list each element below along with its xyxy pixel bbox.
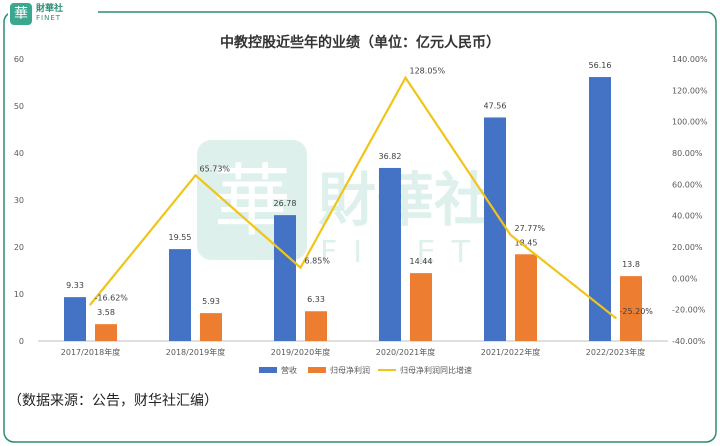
legend-label: 归母净利润同比增速 <box>400 365 472 375</box>
right-tick-label: 140.00% <box>672 55 708 64</box>
revenue-bar <box>379 167 401 341</box>
category-label: 2022/2023年度 <box>586 347 645 357</box>
revenue-bar <box>64 297 86 341</box>
bar-series: 9.33 3.58 19.55 5.93 26.78 6.33 36.82 14.44 47.5… <box>64 61 642 341</box>
growth-data-label: -16.62% <box>95 293 129 302</box>
watermark-name-cn: 財華社 <box>318 166 492 234</box>
profit-bar <box>410 273 432 341</box>
revenue-bar <box>169 249 191 341</box>
category-axis: 2017/2018年度 2018/2019年度 2019/2020年度 2020/20… <box>61 347 645 357</box>
right-tick-label: 120.00% <box>672 86 708 95</box>
revenue-bar <box>589 77 611 341</box>
brand-badge-icon: 華 <box>10 3 32 25</box>
right-tick-label: 40.00% <box>672 212 703 221</box>
profit-data-label: 18.45 <box>515 238 538 247</box>
profit-data-label: 5.93 <box>202 297 220 306</box>
legend-label: 归母净利润 <box>330 365 370 375</box>
frame-border <box>3 11 717 443</box>
growth-point <box>404 76 407 79</box>
right-tick-label: 0.00% <box>672 274 698 283</box>
left-tick-label: 60 <box>14 55 24 64</box>
right-tick-label: 100.00% <box>672 118 708 127</box>
revenue-bar <box>484 117 506 341</box>
right-tick-label: 20.00% <box>672 243 703 252</box>
growth-data-label: 27.77% <box>515 224 546 233</box>
legend-swatch <box>259 367 277 373</box>
brand-name-cn: 財華社 <box>36 4 64 14</box>
profit-data-label: 6.33 <box>307 295 325 304</box>
profit-bar <box>515 254 537 341</box>
category-label: 2020/2021年度 <box>376 347 435 357</box>
left-axis: 0 10 20 30 40 50 60 <box>14 55 24 346</box>
profit-bar <box>305 311 327 341</box>
profit-bar <box>620 276 642 341</box>
left-tick-label: 50 <box>14 102 24 111</box>
brand-logo: 華 財華社 FINET <box>10 2 63 26</box>
revenue-data-label: 19.55 <box>169 233 192 242</box>
right-tick-label: 60.00% <box>672 180 703 189</box>
right-axis: -40.00% -20.00% 0.00% 20.00% 40.00% 60.00% 80.… <box>672 55 708 346</box>
growth-line <box>89 75 617 319</box>
profit-data-label: 14.44 <box>410 257 433 266</box>
watermark-name-en: FINET <box>320 235 486 270</box>
profit-data-label: 13.8 <box>622 260 640 269</box>
profit-bar <box>200 313 222 341</box>
chart-title: 中教控股近些年的业绩（单位：亿元人民币） <box>220 34 500 51</box>
left-tick-label: 30 <box>14 196 24 205</box>
left-tick-label: 20 <box>14 243 24 252</box>
growth-point <box>299 266 302 269</box>
revenue-data-label: 36.82 <box>379 152 402 161</box>
revenue-data-label: 47.56 <box>484 101 507 110</box>
growth-data-label: 6.85% <box>305 257 331 266</box>
brand-name-en: FINET <box>36 14 62 22</box>
category-label: 2018/2019年度 <box>166 347 225 357</box>
left-tick-label: 0 <box>19 337 24 346</box>
revenue-data-label: 56.16 <box>589 61 612 70</box>
growth-point <box>89 303 92 306</box>
legend: 营收 归母净利润 归母净利润同比增速 <box>259 365 472 375</box>
watermark: 華 財華社 FINET <box>197 140 492 270</box>
growth-data-label: 65.73% <box>200 164 231 173</box>
profit-data-label: 3.58 <box>97 308 115 317</box>
category-label: 2019/2020年度 <box>271 347 330 357</box>
right-tick-label: -20.00% <box>672 306 706 315</box>
profit-bar <box>95 324 117 341</box>
legend-swatch <box>308 367 326 373</box>
growth-data-label: 128.05% <box>410 67 446 76</box>
growth-point <box>194 174 197 177</box>
revenue-data-label: 26.78 <box>274 199 297 208</box>
right-tick-label: 80.00% <box>672 149 703 158</box>
line-series: -16.62% 65.73% 6.85% 128.05% 27.77% -25.20% <box>89 67 654 320</box>
category-label: 2021/2022年度 <box>481 347 540 357</box>
growth-point <box>614 316 617 320</box>
category-label: 2017/2018年度 <box>61 347 120 357</box>
brand-text: 財華社 FINET <box>36 5 63 23</box>
revenue-data-label: 9.33 <box>66 281 84 290</box>
left-tick-label: 40 <box>14 149 24 158</box>
growth-point <box>509 233 512 237</box>
source-note: （数据来源：公告，财华社汇编） <box>8 393 218 409</box>
revenue-bar <box>274 215 296 341</box>
growth-data-label: -25.20% <box>620 307 654 316</box>
left-tick-label: 10 <box>14 290 24 299</box>
right-tick-label: -40.00% <box>672 337 706 346</box>
legend-label: 营收 <box>281 365 297 375</box>
